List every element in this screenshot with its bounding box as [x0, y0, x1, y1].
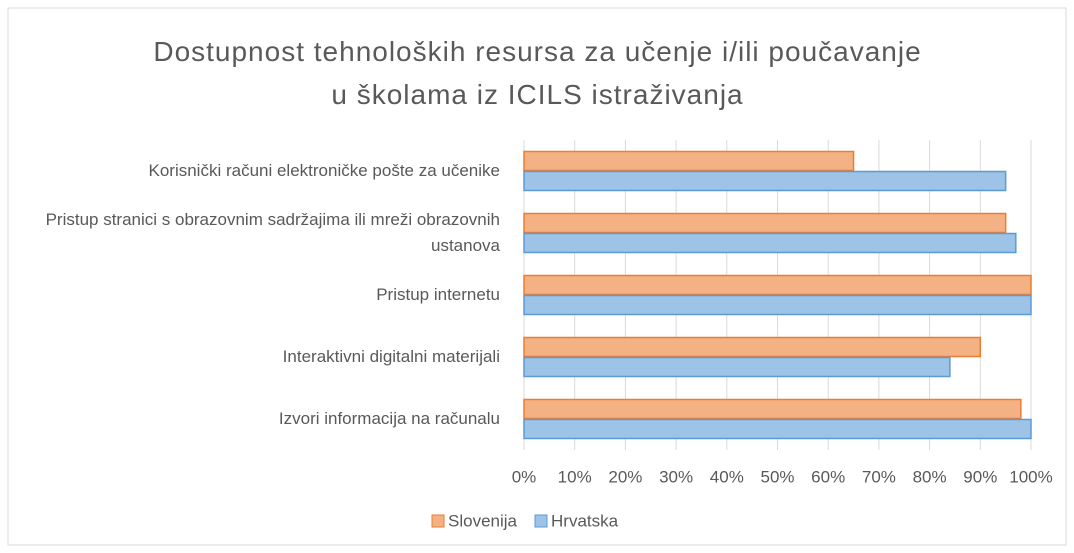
bar: [523, 170, 1007, 192]
y-tick-label: Korisnički računi elektroničke pošte za …: [148, 161, 500, 180]
x-tick-label: 40%: [710, 467, 744, 486]
legend-label: Hrvatska: [551, 511, 619, 530]
x-tick-label: 20%: [608, 467, 642, 486]
bar: [523, 294, 1032, 316]
x-tick-label: 0%: [512, 467, 537, 486]
legend-swatch: [534, 514, 548, 528]
legend-swatch: [431, 514, 445, 528]
x-tick-label: 50%: [760, 467, 794, 486]
x-tick-label: 30%: [659, 467, 693, 486]
x-tick-label: 90%: [963, 467, 997, 486]
x-tick-label: 70%: [862, 467, 896, 486]
y-tick-label: Interaktivni digitalni materijali: [282, 347, 500, 366]
bar: [523, 398, 1022, 420]
bar: [523, 212, 1007, 234]
x-tick-label: 10%: [558, 467, 592, 486]
bar: [523, 274, 1032, 296]
bar: [523, 418, 1032, 440]
chart-title: Dostupnost tehnoloških resursa za učenje…: [153, 36, 922, 110]
y-tick-label: Pristup internetu: [376, 285, 500, 304]
x-tick-label: 60%: [811, 467, 845, 486]
bar: [523, 232, 1017, 254]
bar: [523, 336, 982, 358]
x-tick-label: 80%: [913, 467, 947, 486]
bar: [523, 150, 855, 172]
y-tick-label: Pristup stranici s obrazovnim sadržajima…: [45, 210, 500, 255]
y-tick-label: Izvori informacija na računalu: [278, 409, 500, 428]
legend-label: Slovenija: [448, 511, 518, 530]
x-tick-label: 100%: [1009, 467, 1052, 486]
bar: [523, 356, 951, 378]
